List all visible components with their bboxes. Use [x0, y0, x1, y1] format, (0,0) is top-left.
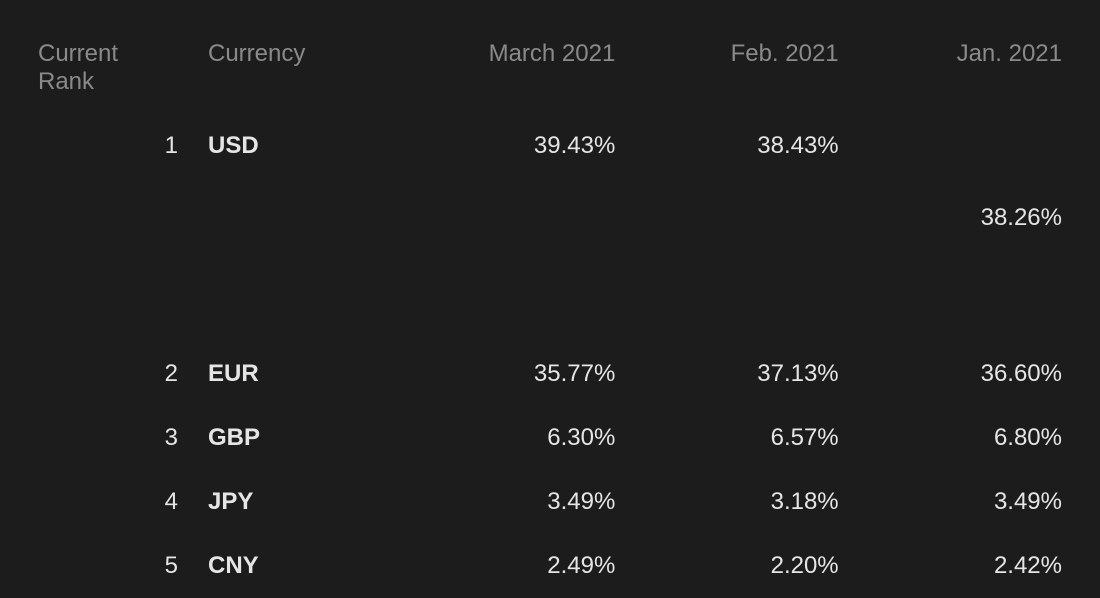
cell-rank: 1: [30, 114, 200, 342]
col-header-march: March 2021: [400, 30, 623, 114]
table-row: 5 CNY 2.49% 2.20% 2.42%: [30, 534, 1070, 598]
cell-jan: 2.42%: [847, 534, 1070, 598]
table-row: 2 EUR 35.77% 37.13% 36.60%: [30, 342, 1070, 406]
cell-feb: 3.18%: [623, 470, 846, 534]
cell-march: 3.49%: [400, 470, 623, 534]
table-row: 4 JPY 3.49% 3.18% 3.49%: [30, 470, 1070, 534]
cell-currency: GBP: [200, 406, 400, 470]
cell-march: 35.77%: [400, 342, 623, 406]
cell-feb: 2.20%: [623, 534, 846, 598]
table-row: 3 GBP 6.30% 6.57% 6.80%: [30, 406, 1070, 470]
table-header-row: Current Rank Currency March 2021 Feb. 20…: [30, 30, 1070, 114]
cell-feb: 6.57%: [623, 406, 846, 470]
col-header-rank: Current Rank: [30, 30, 200, 114]
cell-currency: USD: [200, 114, 400, 342]
cell-march: 6.30%: [400, 406, 623, 470]
cell-jan: 36.60%: [847, 342, 1070, 406]
currency-rank-table: Current Rank Currency March 2021 Feb. 20…: [30, 30, 1070, 598]
cell-feb: 38.43%: [623, 114, 846, 342]
cell-currency: EUR: [200, 342, 400, 406]
col-header-feb: Feb. 2021: [623, 30, 846, 114]
cell-rank: 3: [30, 406, 200, 470]
col-header-currency: Currency: [200, 30, 400, 114]
cell-currency: CNY: [200, 534, 400, 598]
cell-feb: 37.13%: [623, 342, 846, 406]
cell-march: 39.43%: [400, 114, 623, 342]
cell-jan: 3.49%: [847, 470, 1070, 534]
cell-jan: 6.80%: [847, 406, 1070, 470]
cell-currency: JPY: [200, 470, 400, 534]
cell-rank: 5: [30, 534, 200, 598]
cell-march: 2.49%: [400, 534, 623, 598]
col-header-jan: Jan. 2021: [847, 30, 1070, 114]
cell-rank: 4: [30, 470, 200, 534]
cell-jan: 38.26%: [847, 114, 1070, 342]
table-row: 1 USD 39.43% 38.43% 38.26%: [30, 114, 1070, 342]
cell-rank: 2: [30, 342, 200, 406]
